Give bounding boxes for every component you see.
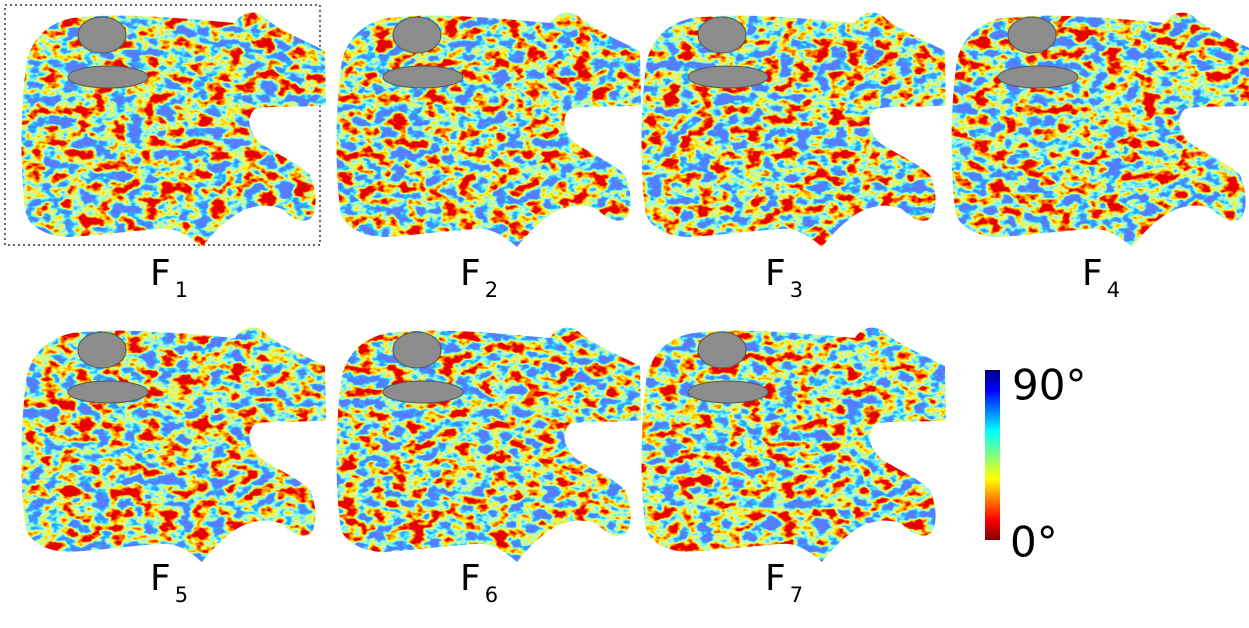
hole	[688, 381, 768, 403]
mesh-surface	[325, 5, 645, 250]
hole	[383, 381, 463, 403]
mesh-render	[10, 5, 330, 250]
mesh-surface	[10, 320, 330, 565]
mesh-surface	[630, 320, 950, 565]
mesh-render	[10, 320, 330, 565]
hole	[68, 381, 148, 403]
angle-map	[10, 320, 330, 565]
label-subscript: 7	[790, 583, 803, 607]
mesh-render	[325, 5, 645, 250]
angle-map	[940, 5, 1249, 250]
colorbar-min: 0°	[1010, 518, 1058, 567]
label-subscript: 4	[1107, 278, 1120, 302]
hole	[698, 332, 746, 368]
label-main: F	[765, 253, 786, 294]
mesh-render	[325, 320, 645, 565]
hole	[68, 66, 148, 88]
label-main: F	[1082, 253, 1103, 294]
hole	[698, 17, 746, 53]
angle-map	[325, 320, 645, 565]
mesh-surface	[630, 5, 950, 250]
label-subscript: 3	[790, 278, 803, 302]
mesh-render	[940, 5, 1249, 250]
label-subscript: 2	[485, 278, 498, 302]
angle-map	[10, 5, 330, 250]
colorbar-max: 90°	[1012, 361, 1086, 410]
label-main: F	[765, 558, 786, 599]
angle-map	[325, 5, 645, 250]
hole	[78, 17, 126, 53]
label-main: F	[460, 253, 481, 294]
colorbar	[985, 370, 1000, 540]
label-subscript: 1	[175, 278, 188, 302]
angle-map	[630, 320, 950, 565]
hole	[78, 332, 126, 368]
hole	[998, 66, 1078, 88]
page: 90° 0° F1F2F3F4F5F6F7 (() => { const dat…	[0, 0, 1249, 624]
hole	[688, 66, 768, 88]
hole	[383, 66, 463, 88]
label-main: F	[150, 253, 171, 294]
mesh-surface	[325, 320, 645, 565]
hole	[393, 17, 441, 53]
label-main: F	[460, 558, 481, 599]
hole	[393, 332, 441, 368]
label-subscript: 6	[485, 583, 498, 607]
figure: 90° 0° F1F2F3F4F5F6F7	[0, 0, 1249, 624]
label-subscript: 5	[175, 583, 188, 607]
mesh-surface	[940, 5, 1249, 250]
mesh-render	[630, 5, 950, 250]
hole	[1008, 17, 1056, 53]
mesh-render	[630, 320, 950, 565]
label-main: F	[150, 558, 171, 599]
mesh-surface	[10, 5, 330, 250]
angle-map	[630, 5, 950, 250]
